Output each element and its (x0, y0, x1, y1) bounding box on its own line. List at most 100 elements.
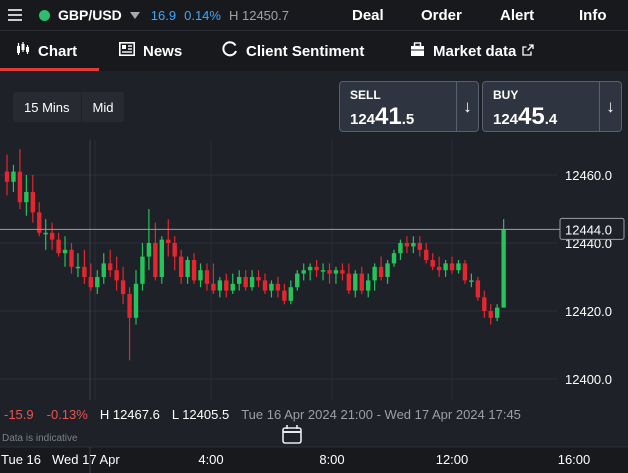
candle-body (482, 297, 487, 311)
day-high: H 12450.7 (228, 7, 289, 23)
candle-body (237, 277, 242, 284)
sell-price-prefix: 124 (350, 111, 376, 128)
candle-body (127, 294, 132, 318)
candle-body (488, 311, 493, 318)
divider (599, 82, 600, 131)
range-stats: -15.9 -0.13% H 12467.6 L 12405.5 Tue 16 … (0, 407, 521, 423)
candle-body (430, 260, 435, 267)
deal-button[interactable]: Deal (352, 6, 384, 24)
top-bar: GBP/USD 16.9 0.14% H 12450.7 (0, 0, 628, 30)
chevron-down-icon[interactable] (129, 11, 140, 19)
tab-client-sentiment[interactable]: Client Sentiment (222, 31, 364, 71)
candle-body (69, 249, 74, 267)
candle-body (307, 266, 313, 271)
x-tick-label: 12:00 (436, 452, 469, 467)
candle-body (378, 266, 384, 277)
candle-body (37, 212, 42, 233)
candle-body (366, 280, 371, 291)
buy-label: BUY (493, 88, 519, 102)
tab-client-sentiment-label: Client Sentiment (246, 42, 365, 60)
candle-body (198, 270, 203, 281)
sell-price-fraction: .5 (401, 111, 415, 128)
x-tick-label: 8:00 (319, 452, 344, 467)
calendar-icon[interactable] (282, 425, 302, 444)
candle-body (75, 266, 81, 269)
price-type-selector[interactable]: Mid (80, 92, 125, 122)
candle-body (449, 263, 455, 271)
candle-body (217, 280, 223, 291)
candle-body (501, 229, 506, 308)
candle-body (436, 266, 442, 271)
tab-news[interactable]: News (119, 31, 182, 71)
order-button[interactable]: Order (421, 6, 462, 24)
candle-body (230, 283, 235, 291)
candle-body (269, 283, 274, 291)
candle-body (353, 273, 358, 291)
chart-controls: 15 Mins Mid (13, 92, 125, 122)
sell-price: 12441.5 (350, 103, 414, 131)
buy-price-prefix: 124 (493, 111, 519, 128)
candle-body (404, 243, 410, 247)
candle-body (166, 239, 171, 243)
tab-market-data[interactable]: Market data (410, 31, 535, 71)
candle-body (372, 266, 377, 281)
candle-body (295, 273, 300, 288)
candle-body (262, 280, 268, 291)
candle-body (95, 277, 100, 288)
date-range: Tue 16 Apr 2024 21:00 - Wed 17 Apr 2024 … (241, 407, 521, 422)
candle-body (140, 256, 145, 284)
y-tick-label: 12420.0 (565, 304, 612, 319)
info-button[interactable]: Info (579, 6, 607, 24)
candle-body (211, 283, 216, 291)
instrument-symbol[interactable]: GBP/USD (58, 7, 122, 23)
data-disclaimer: Data is indicative (2, 433, 78, 444)
range-change-percent: -0.13% (46, 407, 88, 422)
market-open-status-icon (39, 9, 50, 21)
candle-body (178, 256, 184, 277)
x-tick-label: Tue 16 (1, 452, 41, 467)
sell-button[interactable]: SELL 12441.5 ↓ (339, 81, 479, 132)
arrow-down-icon[interactable]: ↓ (606, 96, 615, 116)
sell-price-main: 41 (375, 103, 402, 130)
x-axis-band (0, 447, 628, 473)
candle-body (443, 263, 448, 271)
news-icon (119, 42, 135, 60)
interval-selector[interactable]: 15 Mins (24, 99, 70, 115)
candle-body (282, 290, 287, 301)
candle-body (11, 171, 16, 182)
hamburger-menu-icon[interactable] (0, 0, 30, 30)
candle-body (359, 273, 364, 291)
candle-body (333, 270, 339, 274)
candle-body (146, 243, 152, 257)
arrow-down-icon[interactable]: ↓ (463, 96, 472, 116)
candle-body (172, 243, 177, 257)
sell-label: SELL (350, 88, 381, 102)
x-tick-label: 16:00 (558, 452, 591, 467)
candle-body (456, 263, 461, 271)
tab-chart[interactable]: Chart (16, 31, 77, 71)
candle-body (114, 270, 119, 281)
range-low: L 12405.5 (171, 407, 230, 422)
buy-button[interactable]: BUY 12445.4 ↓ (482, 81, 622, 132)
buy-price: 12445.4 (493, 103, 557, 131)
candle-body (101, 263, 106, 277)
candlestick-chart-icon (16, 42, 30, 60)
candle-body (108, 263, 113, 271)
candle-body (224, 280, 229, 291)
candle-body (204, 270, 210, 284)
candle-body (411, 243, 416, 247)
candle-body (49, 232, 55, 240)
candle-body (30, 192, 35, 213)
candle-body (327, 270, 332, 274)
candle-body (4, 171, 10, 182)
buy-price-fraction: .4 (544, 111, 558, 128)
candle-body (469, 280, 474, 282)
candle-body (417, 243, 422, 250)
alert-button[interactable]: Alert (500, 6, 535, 24)
candle-body (191, 260, 197, 281)
range-high: H 12467.6 (99, 407, 160, 422)
price-change: 16.9 (150, 7, 177, 23)
candle-body (256, 277, 261, 281)
candle-body (301, 270, 306, 274)
